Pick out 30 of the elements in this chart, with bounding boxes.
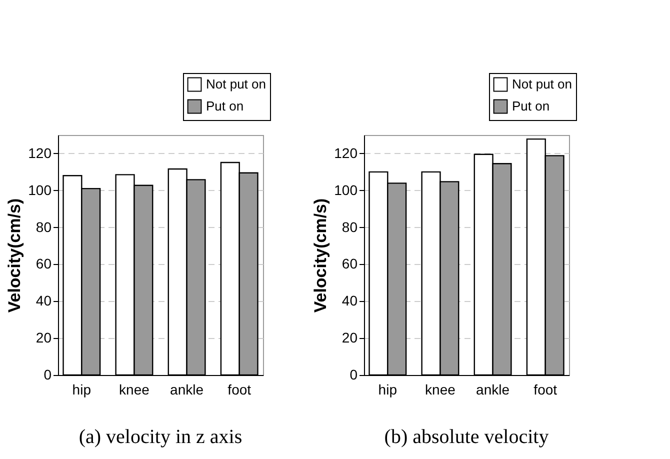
x-tick-label: ankle xyxy=(170,382,204,398)
y-tick-label: 80 xyxy=(36,218,52,235)
y-tick-label: 0 xyxy=(350,366,358,382)
y-tick-label: 0 xyxy=(44,366,52,382)
legend-label: Not put on xyxy=(512,76,572,92)
x-tick-label: hip xyxy=(378,382,398,398)
legend-label: Not put on xyxy=(206,76,266,92)
y-tick-label: 20 xyxy=(342,330,358,346)
x-tick-label: foot xyxy=(534,382,558,398)
y-tick-label: 60 xyxy=(342,256,358,272)
y-tick-label: 40 xyxy=(342,292,358,309)
x-tick-label: ankle xyxy=(476,382,510,398)
x-tick-label: knee xyxy=(425,382,456,398)
text: (a) velocity in z axis xyxy=(78,426,242,448)
y-axis-title: Velocity(cm/s) xyxy=(5,198,24,313)
y-tick-label: 40 xyxy=(36,292,52,309)
y-tick-label: 100 xyxy=(334,182,358,198)
y-tick-label: 120 xyxy=(334,144,358,161)
y-axis-title: Velocity(cm/s) xyxy=(311,198,330,313)
legend-label: Put on xyxy=(206,98,244,114)
x-tick-label: hip xyxy=(72,382,92,398)
y-tick-label: 100 xyxy=(28,182,52,198)
y-tick-label: 20 xyxy=(36,330,52,346)
y-tick-label: 120 xyxy=(28,144,52,161)
text: (b) absolute velocity xyxy=(384,426,549,448)
x-tick-label: knee xyxy=(119,382,150,398)
x-tick-label: foot xyxy=(228,382,252,398)
legend-label: Put on xyxy=(512,98,550,114)
y-tick-label: 60 xyxy=(36,256,52,272)
y-tick-label: 80 xyxy=(342,218,358,235)
